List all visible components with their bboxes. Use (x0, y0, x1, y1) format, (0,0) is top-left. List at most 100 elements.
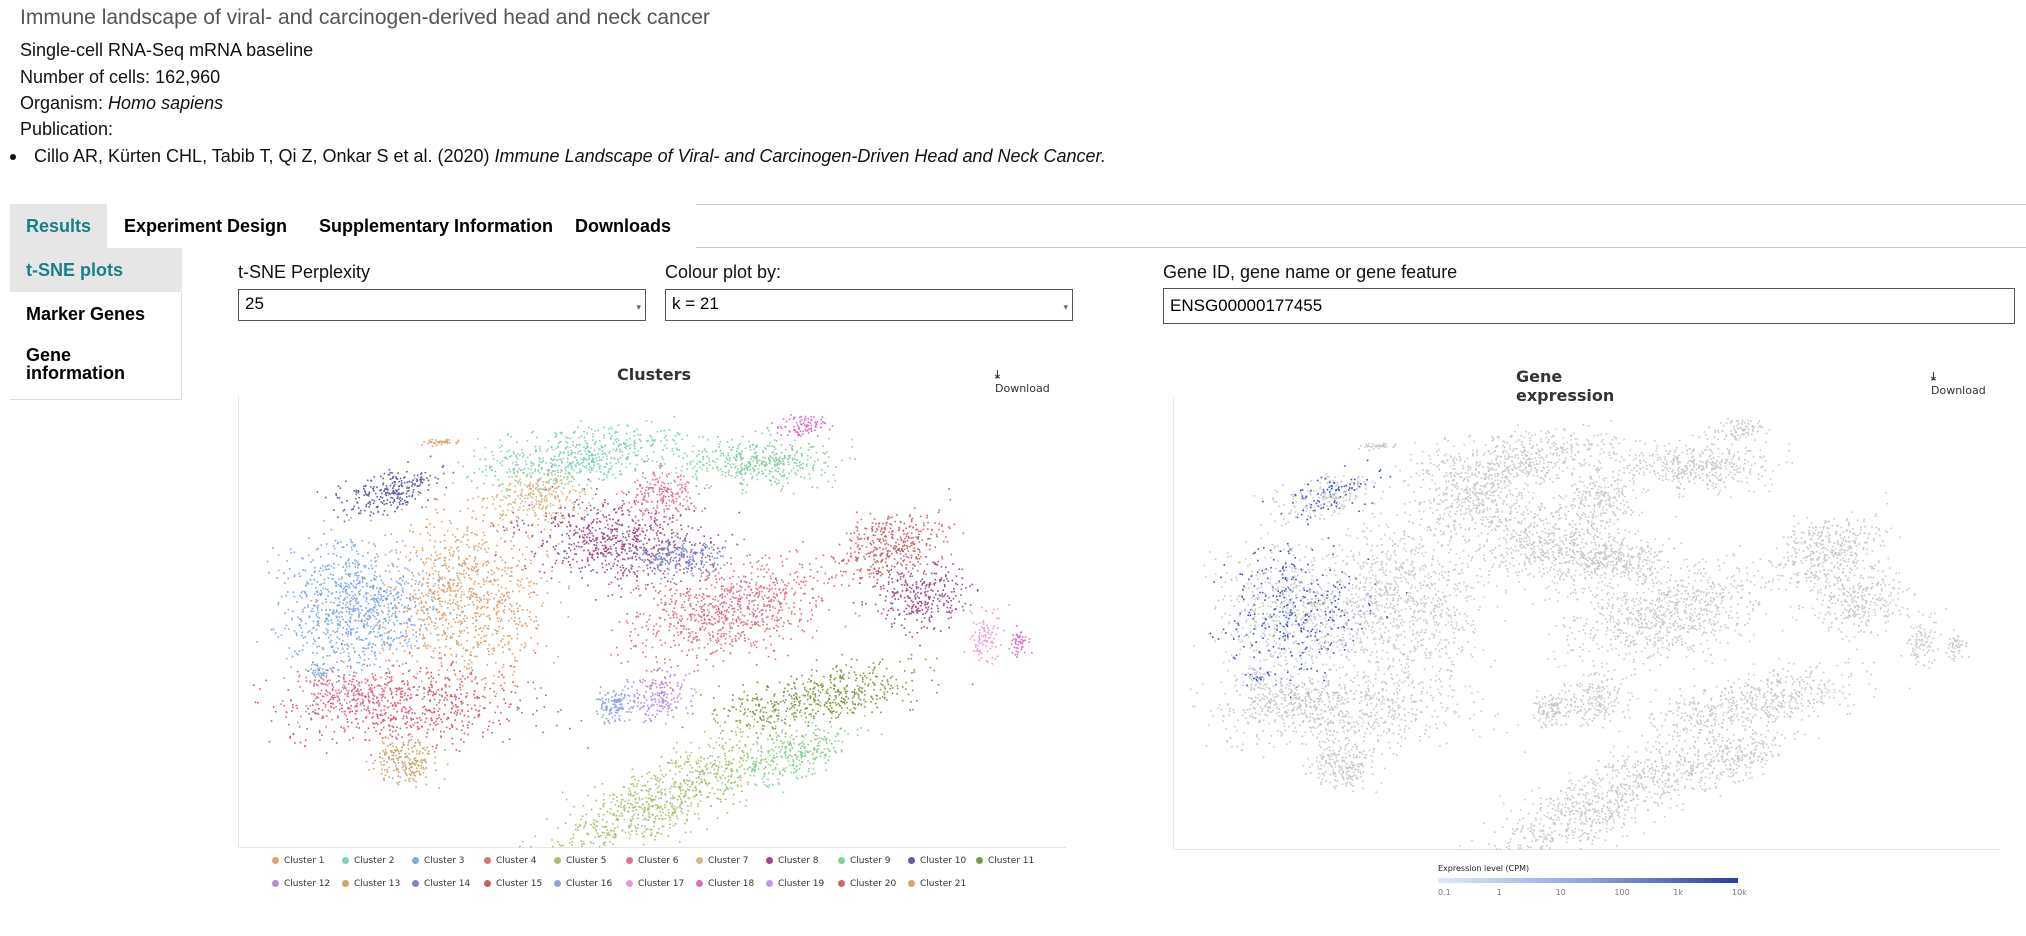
cluster-point (409, 608, 412, 611)
cluster-point (675, 613, 678, 616)
cluster-point (484, 677, 487, 680)
cluster-point (514, 498, 517, 501)
cluster-point (603, 436, 605, 439)
cluster-point (593, 544, 595, 546)
tab-experiment-design[interactable]: Experiment Design (124, 216, 288, 236)
cluster-point (740, 452, 742, 455)
cluster-point (517, 471, 519, 474)
publication-title-link[interactable]: Immune Landscape of Viral- and Carcinoge… (494, 146, 1106, 166)
cluster-point (357, 601, 359, 604)
cluster-point (774, 448, 777, 450)
cluster-point (496, 603, 499, 606)
cluster-point (548, 473, 550, 475)
cluster-point (390, 496, 392, 499)
cluster-point (363, 614, 365, 616)
cluster-point (788, 550, 791, 553)
cluster-point (515, 456, 518, 458)
cluster-point (385, 502, 388, 505)
cluster-point (305, 594, 308, 596)
cluster-point (811, 446, 813, 448)
cluster-point (508, 502, 511, 505)
cluster-point (738, 637, 740, 640)
clusters-download-button[interactable]: ⤓Download (995, 368, 1050, 395)
cluster-point (377, 604, 380, 606)
cluster-point (634, 468, 636, 471)
cluster-point (462, 702, 464, 704)
cluster-point (511, 566, 513, 569)
cluster-point (595, 537, 597, 540)
cluster-point (441, 520, 443, 523)
perplexity-select[interactable]: 25 ▾ (238, 289, 646, 321)
cluster-point (316, 624, 319, 626)
cluster-point (681, 490, 684, 492)
clusters-scatter-plot[interactable] (239, 396, 1067, 848)
cluster-point (661, 552, 664, 555)
cluster-point (641, 493, 643, 495)
cluster-point (636, 579, 638, 582)
cluster-point (557, 486, 559, 488)
colour-by-select[interactable]: k = 21 ▾ (665, 289, 1073, 321)
cluster-point (790, 414, 792, 416)
sidenav-item-gene-information[interactable]: Gene information (26, 345, 125, 383)
tab-supplementary-information[interactable]: Supplementary Information (319, 216, 554, 236)
tab-downloads[interactable]: Downloads (575, 216, 672, 236)
cluster-point (535, 616, 537, 618)
cluster-point (298, 650, 301, 653)
cluster-point (731, 438, 733, 441)
cluster-point (466, 527, 469, 530)
cluster-point (656, 507, 659, 509)
cluster-point (418, 485, 420, 487)
cluster-point (661, 561, 664, 563)
cluster-point (370, 564, 373, 567)
cluster-point (800, 415, 803, 418)
cluster-point (673, 453, 675, 455)
sidenav-item-marker-genes[interactable]: Marker Genes (26, 304, 146, 324)
cluster-point (530, 550, 533, 553)
gene-search-input[interactable] (1163, 288, 2015, 324)
cluster-point (376, 624, 378, 627)
cluster-point (749, 593, 751, 596)
cluster-point (561, 517, 564, 519)
cluster-point (653, 484, 656, 486)
cluster-point (338, 675, 341, 678)
cluster-point (323, 533, 325, 535)
cluster-point (367, 567, 370, 570)
cluster-point (374, 492, 377, 495)
cluster-point (495, 662, 497, 664)
cluster-point (452, 579, 454, 581)
cluster-point (650, 421, 653, 423)
tab-results[interactable]: Results (10, 204, 108, 248)
cluster-point (800, 453, 803, 455)
cluster-point (675, 547, 677, 549)
cluster-point (655, 656, 657, 658)
cluster-point (742, 631, 745, 633)
cluster-point (768, 584, 771, 587)
cluster-point (442, 590, 444, 592)
cluster-point (421, 478, 424, 480)
sidenav-item-tsne-plots[interactable]: t-SNE plots (10, 248, 182, 292)
cluster-point (686, 551, 688, 553)
cluster-point (353, 490, 355, 492)
cluster-point (374, 651, 376, 653)
cluster-point (364, 593, 367, 595)
cluster-point (603, 434, 605, 436)
cluster-point (356, 579, 358, 581)
cluster-point (516, 441, 518, 443)
cluster-point (538, 464, 540, 466)
clusters-plot-area[interactable] (238, 396, 1066, 848)
main-tabs: Results Experiment Design Supplementary … (10, 204, 2026, 248)
cluster-point (482, 520, 484, 522)
cluster-point (607, 595, 609, 597)
cluster-point (731, 608, 734, 610)
cluster-point (434, 508, 437, 511)
cluster-point (445, 638, 447, 641)
cluster-point (560, 431, 563, 434)
cluster-point (495, 496, 498, 498)
cluster-point (737, 632, 739, 635)
cluster-point (610, 465, 613, 468)
cluster-point (647, 509, 649, 512)
cluster-point (436, 608, 439, 611)
cluster-point (519, 497, 521, 500)
cluster-point (397, 505, 399, 508)
cluster-point (628, 510, 631, 513)
